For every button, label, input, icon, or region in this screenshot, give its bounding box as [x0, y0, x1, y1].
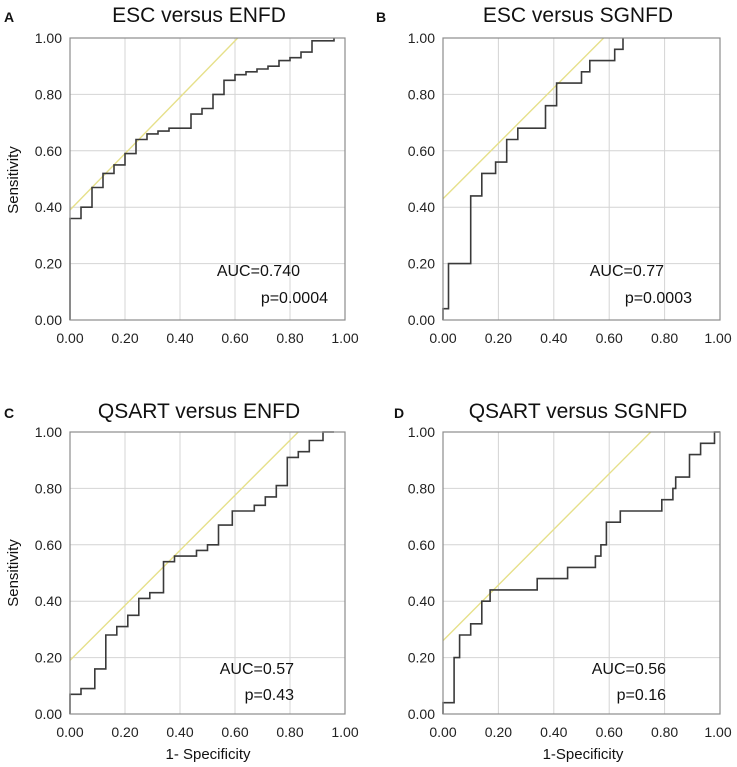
panel-d-plot-frame	[442, 431, 721, 715]
panel-d-y-tick-label: 0.40	[408, 593, 435, 609]
panel-b-y-tick-label: 1.00	[408, 30, 435, 46]
panel-b-letter: B	[376, 9, 386, 25]
panel-b-grid	[443, 38, 720, 320]
panel-c-y-tick-label: 0.80	[35, 480, 62, 496]
panel-b-x-tick-label: 1.00	[704, 330, 731, 346]
panel-d-y-ticks: 0.00 0.20 0.40 0.60 0.80 1.00	[408, 424, 435, 722]
panel-c-x-ticks: 0.00 0.20 0.40 0.60 0.80 1.00	[56, 724, 358, 740]
panel-a-x-ticks: 0.00 0.20 0.40 0.60 0.80 1.00	[56, 330, 358, 346]
panel-b-auc-label: AUC=0.77	[590, 263, 664, 280]
panel-a-x-tick-label: 0.40	[166, 330, 193, 346]
panel-a-p-value-label: p=0.0004	[261, 290, 328, 307]
panel-b-title: ESC versus SGNFD	[483, 4, 673, 27]
panel-d-y-tick-label: 0.80	[408, 480, 435, 496]
panel-c-x-tick-label: 1.00	[331, 724, 358, 740]
panel-b-y-tick-label: 0.60	[408, 143, 435, 159]
panel-c-y-tick-label: 0.40	[35, 593, 62, 609]
panel-d-y-tick-label: 0.20	[408, 650, 435, 666]
panel-a-x-tick-label: 0.80	[276, 330, 303, 346]
panel-d-x-tick-label: 0.20	[485, 724, 512, 740]
panel-b-y-tick-label: 0.00	[408, 312, 435, 328]
panel-d-auc-label: AUC=0.56	[592, 661, 666, 678]
panel-b-x-tick-label: 0.20	[485, 330, 512, 346]
panel-c-x-tick-label: 0.20	[111, 724, 138, 740]
panel-b-y-ticks: 0.00 0.20 0.40 0.60 0.80 1.00	[408, 30, 435, 328]
panel-b-x-tick-label: 0.40	[540, 330, 567, 346]
panel-a-y-tick-label: 0.80	[35, 86, 62, 102]
panel-a-y-axis-title: Sensitivity	[5, 146, 22, 214]
panel-a-x-tick-label: 0.20	[111, 330, 138, 346]
panel-a-letter: A	[4, 9, 14, 25]
panel-c-x-tick-label: 0.80	[276, 724, 303, 740]
panel-b-x-ticks: 0.00 0.20 0.40 0.60 0.80 1.00	[429, 330, 731, 346]
panel-c-y-ticks: 0.00 0.20 0.40 0.60 0.80 1.00	[35, 424, 62, 722]
panel-b-y-tick-label: 0.20	[408, 256, 435, 272]
panel-a-x-tick-label: 1.00	[331, 330, 358, 346]
panel-d-x-tick-label: 0.80	[651, 724, 678, 740]
panel-d-x-ticks: 0.00 0.20 0.40 0.60 0.80 1.00	[429, 724, 731, 740]
panel-a-grid	[70, 38, 345, 320]
panel-c-y-tick-label: 0.60	[35, 537, 62, 553]
panel-a-roc-curve	[69, 38, 335, 320]
panel-d-y-tick-label: 0.00	[408, 706, 435, 722]
panel-d: D QSART versus SGNFD 0.00 0.20 0.40 0.60 0.8…	[394, 400, 732, 763]
panel-c-y-tick-label: 0.20	[35, 650, 62, 666]
panel-d-x-tick-label: 0.00	[429, 724, 456, 740]
panel-d-roc-curve	[442, 431, 720, 714]
panel-b-x-tick-label: 0.80	[651, 330, 678, 346]
panel-d-y-tick-label: 1.00	[408, 424, 435, 440]
panel-b-plot-frame	[442, 37, 721, 321]
panel-a: A ESC versus ENFD Sensitivity 0.000.200.…	[4, 4, 359, 346]
panel-a-y-tick-label: 0.60	[35, 143, 62, 159]
panel-c-p-value-label: p=0.43	[245, 687, 294, 704]
panel-b-roc-curve	[442, 38, 624, 320]
panel-b-y-tick-label: 0.40	[408, 199, 435, 215]
panel-c-reference-line	[69, 431, 299, 661]
panel-c-x-tick-label: 0.40	[166, 724, 193, 740]
panel-c-y-tick-label: 1.00	[35, 424, 62, 440]
panel-a-auc-label: AUC=0.740	[217, 263, 300, 280]
panel-c-roc-curve	[69, 431, 334, 714]
panel-b-x-tick-label: 0.00	[429, 330, 456, 346]
panel-c-plot-frame	[69, 431, 346, 715]
panel-d-grid	[443, 432, 720, 714]
panel-d-p-value-label: p=0.16	[617, 687, 666, 704]
panel-c: C QSART versus ENFD Sensitivity 0.00 0.20…	[4, 400, 359, 763]
panel-b-p-value-label: p=0.0003	[625, 290, 692, 307]
panel-a-y-tick-label: 0.00	[35, 312, 62, 328]
panel-d-letter: D	[394, 405, 404, 421]
panel-a-y-tick-label: 0.40	[35, 199, 62, 215]
panel-d-y-tick-label: 0.60	[408, 537, 435, 553]
panel-d-x-tick-label: 0.60	[596, 724, 623, 740]
panel-c-title: QSART versus ENFD	[98, 400, 300, 423]
panel-d-reference-line	[442, 431, 652, 642]
panel-a-plot-frame	[69, 37, 346, 321]
panel-a-x-tick-label: 0.60	[221, 330, 248, 346]
panel-a-y-ticks: 0.00 0.20 0.40 0.60 0.80 1.00	[35, 30, 62, 328]
panel-d-x-axis-title: 1-Specificity	[543, 746, 624, 763]
panel-c-x-tick-label: 0.00	[56, 724, 83, 740]
panel-c-x-axis-title: 1- Specificity	[165, 746, 251, 763]
panel-d-x-tick-label: 1.00	[704, 724, 731, 740]
panel-d-x-tick-label: 0.40	[540, 724, 567, 740]
panel-d-title: QSART versus SGNFD	[469, 400, 688, 423]
panel-b-reference-line	[442, 37, 605, 200]
panel-c-y-axis-title: Sensitivity	[5, 539, 22, 607]
panel-c-auc-label: AUC=0.57	[220, 661, 294, 678]
panel-a-title: ESC versus ENFD	[112, 4, 286, 27]
panel-b: B ESC versus SGNFD 0.00 0.20 0.40 0.60 0.80 1…	[376, 4, 732, 346]
panel-c-letter: C	[4, 405, 14, 421]
panel-a-x-tick-label: 0.00	[56, 330, 83, 346]
panel-b-x-tick-label: 0.60	[596, 330, 623, 346]
panel-c-y-tick-label: 0.00	[35, 706, 62, 722]
panel-a-y-tick-label: 1.00	[35, 30, 62, 46]
panel-c-x-tick-label: 0.60	[221, 724, 248, 740]
panel-b-y-tick-label: 0.80	[408, 86, 435, 102]
panel-a-y-tick-label: 0.20	[35, 256, 62, 272]
panel-a-reference-line	[69, 37, 239, 211]
